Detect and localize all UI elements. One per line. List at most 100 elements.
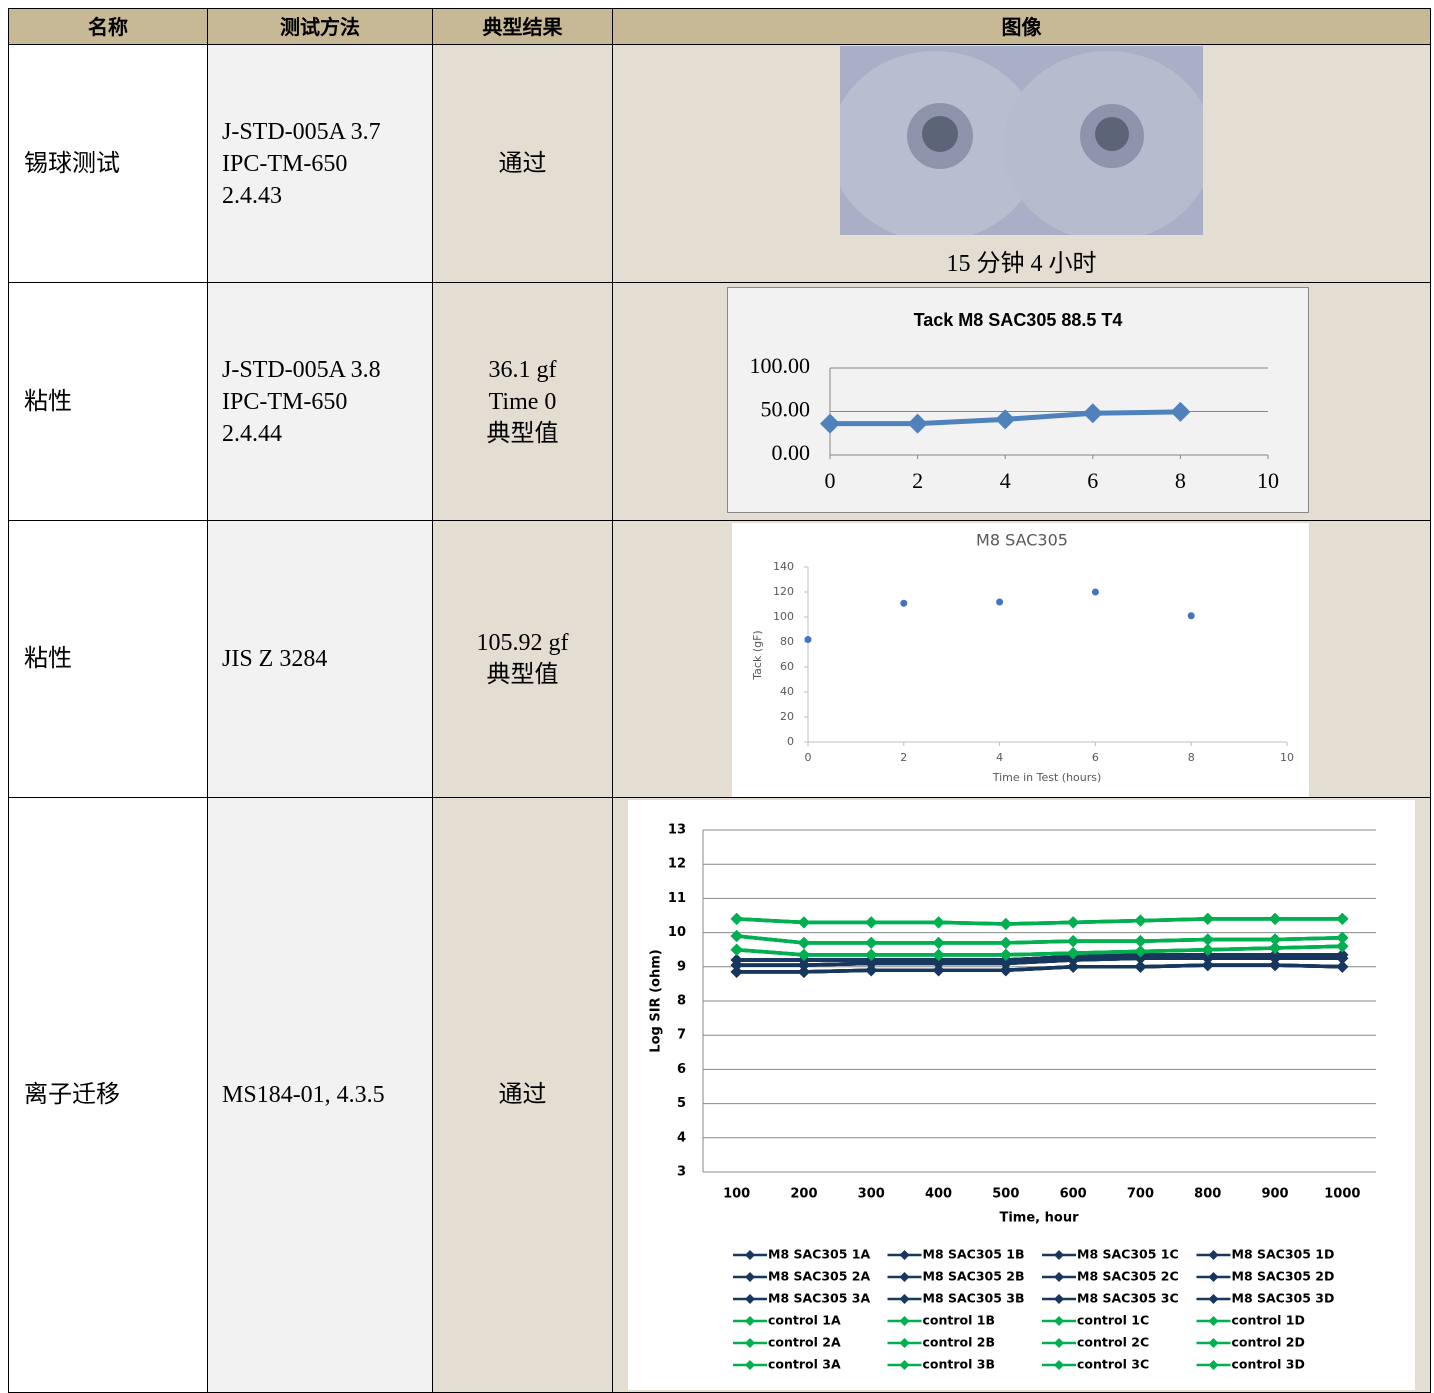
name: 离子迁移 xyxy=(24,1082,120,1108)
marker xyxy=(995,409,1016,430)
marker xyxy=(865,957,878,970)
method-cell: J-STD-005A 3.7 IPC-TM-650 2.4.43 xyxy=(207,44,433,283)
marker xyxy=(730,912,743,925)
result: Time 0 xyxy=(488,388,557,415)
result: 通过 xyxy=(498,1082,547,1108)
y-tick-label: 40 xyxy=(780,685,794,698)
y-tick-label: 10 xyxy=(668,925,686,940)
method: J-STD-005A 3.8 xyxy=(222,356,381,383)
marker xyxy=(932,916,945,929)
method: MS184-01, 4.3.5 xyxy=(222,1082,385,1108)
name: 锡球测试 xyxy=(24,150,120,177)
marker xyxy=(1269,952,1282,965)
marker xyxy=(1134,914,1147,927)
marker xyxy=(999,918,1012,931)
legend-label: M8 SAC305 2D xyxy=(1232,1269,1335,1284)
marker xyxy=(1208,1338,1219,1348)
marker xyxy=(1054,1316,1064,1326)
marker xyxy=(1208,1272,1219,1282)
series-line xyxy=(736,917,1343,926)
y-axis-label: Log SIR (ohm) xyxy=(649,949,664,1052)
y-tick-label: 120 xyxy=(773,585,794,598)
x-tick-label: 300 xyxy=(858,1187,885,1202)
y-tick-label: 11 xyxy=(668,891,686,906)
marker xyxy=(1208,1250,1219,1260)
marker xyxy=(804,636,812,643)
marker xyxy=(1054,1294,1064,1304)
result-cell: 36.1 gf Time 0 典型值 xyxy=(432,282,613,521)
legend-label: control 3A xyxy=(768,1357,841,1372)
marker xyxy=(797,965,810,978)
marker xyxy=(1054,1338,1064,1348)
name-cell: 锡球测试 xyxy=(8,44,208,283)
marker xyxy=(899,1338,910,1348)
marker xyxy=(1134,960,1147,973)
legend-label: M8 SAC305 2B xyxy=(923,1269,1025,1284)
marker xyxy=(1201,959,1214,972)
marker xyxy=(999,948,1012,961)
marker xyxy=(1336,960,1349,973)
header-text: 测试方法 xyxy=(280,14,360,39)
chart-title: Tack M8 SAC305 88.5 T4 xyxy=(914,310,1123,330)
series-line xyxy=(736,963,1343,974)
marker xyxy=(999,957,1012,970)
marker xyxy=(1269,959,1282,972)
name: 粘性 xyxy=(24,646,72,672)
marker xyxy=(932,948,945,961)
marker xyxy=(797,916,810,929)
marker xyxy=(820,413,840,434)
header-cell: 测试方法 xyxy=(207,8,433,45)
legend-label: M8 SAC305 1A xyxy=(768,1247,870,1262)
series-line xyxy=(736,934,1343,945)
legend-label: control 3B xyxy=(923,1357,996,1372)
marker xyxy=(1336,912,1349,925)
marker xyxy=(730,959,743,972)
y-tick-label: 6 xyxy=(677,1062,686,1077)
series-line xyxy=(736,953,1343,962)
marker xyxy=(907,413,928,434)
marker xyxy=(1067,916,1080,929)
marker xyxy=(797,959,810,972)
marker xyxy=(1201,933,1214,946)
x-tick-label: 4 xyxy=(1000,468,1011,493)
y-tick-label: 0.00 xyxy=(772,440,811,465)
name: 粘性 xyxy=(24,388,72,415)
legend-label: M8 SAC305 1C xyxy=(1077,1247,1179,1262)
marker xyxy=(1067,947,1080,960)
legend-label: control 3C xyxy=(1077,1357,1149,1372)
result: 105.92 gf xyxy=(476,630,569,656)
method-cell: J-STD-005A 3.8 IPC-TM-650 2.4.44 xyxy=(207,282,433,521)
x-tick-label: 10 xyxy=(1257,468,1279,493)
x-tick-label: 800 xyxy=(1194,1187,1221,1202)
legend-label: control 1C xyxy=(1077,1313,1149,1328)
marker xyxy=(1187,612,1195,620)
marker xyxy=(730,930,743,943)
marker xyxy=(745,1316,755,1326)
marker xyxy=(730,965,743,978)
marker xyxy=(1067,953,1080,966)
method: 2.4.43 xyxy=(222,182,282,209)
method: IPC-TM-650 xyxy=(222,388,348,415)
legend-label: M8 SAC305 3B xyxy=(923,1291,1025,1306)
y-tick-label: 5 xyxy=(677,1096,686,1111)
result-cell: 通过 xyxy=(432,44,613,283)
marker xyxy=(1208,1360,1219,1370)
header-cell: 名称 xyxy=(8,8,208,45)
chart: Tack M8 SAC305 88.5 T4 0.00 50.00 100.00 0 2… xyxy=(727,287,1309,513)
header-text: 典型结果 xyxy=(482,14,563,39)
y-tick-label: 7 xyxy=(677,1028,686,1043)
x-tick-label: 900 xyxy=(1261,1187,1288,1202)
y-tick-label: 50.00 xyxy=(761,397,811,422)
y-tick-label: 8 xyxy=(677,994,686,1009)
x-tick-label: 500 xyxy=(992,1187,1019,1202)
marker xyxy=(1201,912,1214,925)
marker xyxy=(1067,935,1080,948)
marker xyxy=(1201,952,1214,965)
x-tick-label: 10 xyxy=(1280,751,1294,764)
marker xyxy=(999,936,1012,949)
marker xyxy=(865,916,878,929)
legend-label: M8 SAC305 3C xyxy=(1077,1291,1179,1306)
header-cell: 图像 xyxy=(612,8,1431,45)
series-line xyxy=(736,944,1343,957)
marker xyxy=(932,964,945,977)
